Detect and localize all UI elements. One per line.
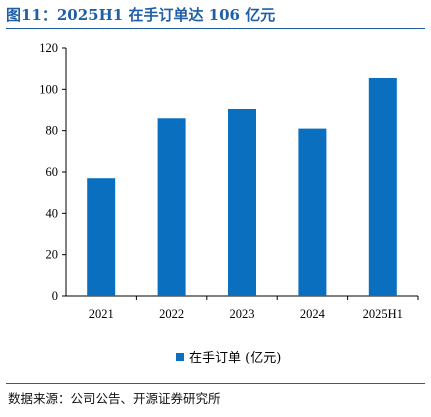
y-tick-label: 0	[52, 289, 58, 303]
y-tick-label: 100	[39, 82, 58, 96]
bar	[87, 178, 116, 296]
footer-divider	[6, 383, 425, 384]
bar	[157, 118, 186, 297]
x-tick-label: 2021	[89, 307, 114, 321]
x-tick-label: 2024	[300, 307, 326, 321]
x-tick-label: 2022	[159, 307, 184, 321]
title-divider	[6, 28, 425, 29]
y-tick-label: 60	[46, 165, 59, 179]
chart-legend: 在手订单 (亿元)	[176, 347, 281, 366]
y-tick-label: 40	[46, 206, 59, 220]
bar-chart: 0 20 40 60 80 100 120 2021 2022 2023 2024 2025H1	[39, 41, 419, 321]
legend-label: 在手订单 (亿元)	[189, 351, 282, 366]
data-source-note: 数据来源：公司公告、开源证券研究所	[8, 391, 221, 406]
x-tick-label: 2023	[230, 307, 255, 321]
bar	[368, 77, 397, 296]
x-tick-label: 2025H1	[363, 307, 403, 321]
y-tick-label: 20	[46, 248, 59, 262]
y-tick-label: 120	[39, 41, 58, 55]
bar	[228, 108, 256, 296]
bar	[298, 128, 327, 296]
y-tick-label: 80	[46, 124, 59, 138]
figure-title: 图11：2025H1 在手订单达 106 亿元	[6, 6, 276, 24]
legend-swatch	[176, 352, 184, 361]
